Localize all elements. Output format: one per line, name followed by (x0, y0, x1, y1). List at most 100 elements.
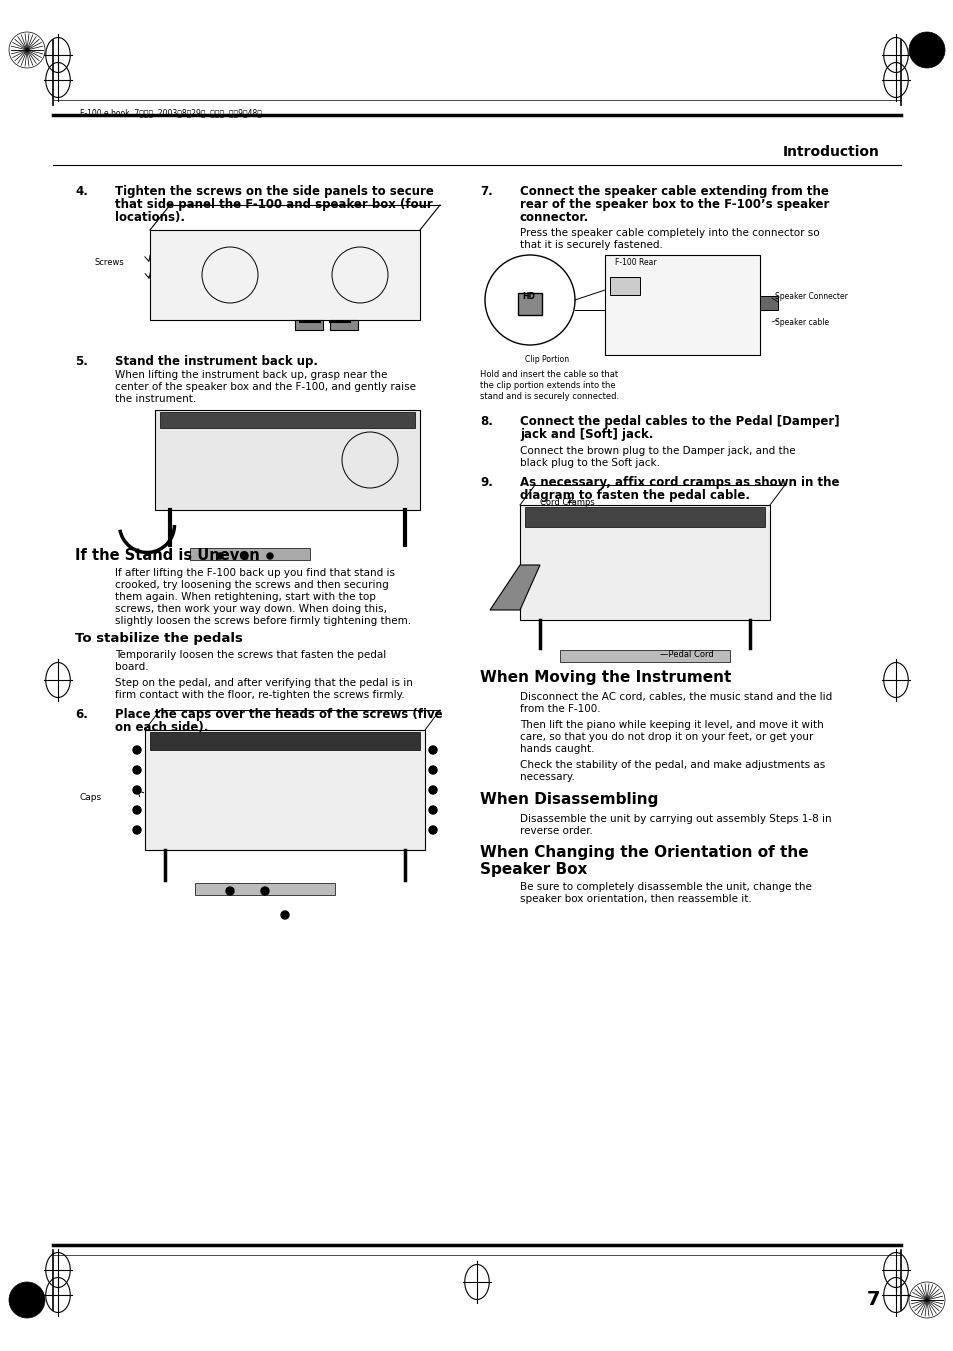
Text: Disconnect the AC cord, cables, the music stand and the lid: Disconnect the AC cord, cables, the musi… (519, 692, 831, 703)
FancyBboxPatch shape (559, 650, 729, 662)
Circle shape (242, 553, 248, 559)
Text: F-100 Rear: F-100 Rear (615, 258, 656, 267)
Text: that side panel the F-100 and speaker box (four: that side panel the F-100 and speaker bo… (115, 199, 433, 211)
Circle shape (429, 825, 436, 834)
Text: Connect the pedal cables to the Pedal [Damper]: Connect the pedal cables to the Pedal [D… (519, 415, 839, 428)
Text: If after lifting the F-100 back up you find that stand is: If after lifting the F-100 back up you f… (115, 567, 395, 578)
Text: reverse order.: reverse order. (519, 825, 592, 836)
Circle shape (267, 553, 273, 559)
Text: Temporarily loosen the screws that fasten the pedal: Temporarily loosen the screws that faste… (115, 650, 386, 661)
Circle shape (429, 786, 436, 794)
Text: them again. When retightening, start with the top: them again. When retightening, start wit… (115, 592, 375, 603)
Circle shape (429, 766, 436, 774)
Text: 5.: 5. (75, 355, 88, 367)
FancyBboxPatch shape (330, 320, 357, 330)
Text: Speaker Box: Speaker Box (479, 862, 587, 877)
Circle shape (9, 32, 45, 68)
Text: stand and is securely connected.: stand and is securely connected. (479, 392, 618, 401)
Circle shape (132, 786, 141, 794)
Text: Caps: Caps (80, 793, 102, 802)
Text: HD: HD (521, 292, 535, 301)
FancyBboxPatch shape (517, 293, 541, 315)
Text: on each side).: on each side). (115, 721, 208, 734)
FancyBboxPatch shape (150, 230, 419, 320)
Text: connector.: connector. (519, 211, 589, 224)
FancyBboxPatch shape (294, 320, 323, 330)
Text: Connect the speaker cable extending from the: Connect the speaker cable extending from… (519, 185, 828, 199)
Text: As necessary, affix cord cramps as shown in the: As necessary, affix cord cramps as shown… (519, 476, 839, 489)
Text: Screws: Screws (95, 258, 125, 267)
Text: hands caught.: hands caught. (519, 744, 594, 754)
Circle shape (908, 1282, 944, 1319)
Text: board.: board. (115, 662, 149, 671)
Text: When Changing the Orientation of the: When Changing the Orientation of the (479, 844, 808, 861)
Text: the instrument.: the instrument. (115, 394, 196, 404)
Circle shape (281, 911, 289, 919)
Circle shape (132, 807, 141, 815)
Text: Introduction: Introduction (782, 145, 879, 159)
Text: When lifting the instrument back up, grasp near the: When lifting the instrument back up, gra… (115, 370, 387, 380)
Text: Speaker cable: Speaker cable (774, 317, 828, 327)
Text: jack and [Soft] jack.: jack and [Soft] jack. (519, 428, 653, 440)
Text: firm contact with the floor, re-tighten the screws firmly.: firm contact with the floor, re-tighten … (115, 690, 404, 700)
Text: rear of the speaker box to the F-100’s speaker: rear of the speaker box to the F-100’s s… (519, 199, 828, 211)
Text: Disassemble the unit by carrying out assembly Steps 1-8 in: Disassemble the unit by carrying out ass… (519, 815, 831, 824)
Text: —Pedal Cord: —Pedal Cord (659, 650, 713, 659)
Text: Check the stability of the pedal, and make adjustments as: Check the stability of the pedal, and ma… (519, 761, 824, 770)
Text: Then lift the piano while keeping it level, and move it with: Then lift the piano while keeping it lev… (519, 720, 822, 730)
FancyBboxPatch shape (194, 884, 335, 894)
Text: crooked, try loosening the screws and then securing: crooked, try loosening the screws and th… (115, 580, 388, 590)
Text: 4.: 4. (75, 185, 88, 199)
Text: When Moving the Instrument: When Moving the Instrument (479, 670, 731, 685)
FancyBboxPatch shape (154, 409, 419, 509)
FancyBboxPatch shape (604, 255, 760, 355)
Text: diagram to fasten the pedal cable.: diagram to fasten the pedal cable. (519, 489, 749, 503)
Text: Tighten the screws on the side panels to secure: Tighten the screws on the side panels to… (115, 185, 434, 199)
FancyBboxPatch shape (609, 277, 639, 295)
Text: speaker box orientation, then reassemble it.: speaker box orientation, then reassemble… (519, 894, 751, 904)
Text: 8.: 8. (479, 415, 493, 428)
Text: Step on the pedal, and after verifying that the pedal is in: Step on the pedal, and after verifying t… (115, 678, 413, 688)
Text: If the Stand is Uneven: If the Stand is Uneven (75, 549, 259, 563)
Circle shape (132, 766, 141, 774)
Circle shape (9, 1282, 45, 1319)
Circle shape (216, 553, 223, 559)
Circle shape (429, 807, 436, 815)
FancyBboxPatch shape (150, 732, 419, 750)
Text: Connect the brown plug to the Damper jack, and the: Connect the brown plug to the Damper jac… (519, 446, 795, 457)
Text: Press the speaker cable completely into the connector so: Press the speaker cable completely into … (519, 228, 819, 238)
Circle shape (429, 746, 436, 754)
Text: the clip portion extends into the: the clip portion extends into the (479, 381, 615, 390)
Text: slightly loosen the screws before firmly tightening them.: slightly loosen the screws before firmly… (115, 616, 411, 626)
FancyBboxPatch shape (524, 507, 764, 527)
Circle shape (908, 32, 944, 68)
Text: care, so that you do not drop it on your feet, or get your: care, so that you do not drop it on your… (519, 732, 813, 742)
Text: necessary.: necessary. (519, 771, 575, 782)
Text: 7: 7 (865, 1290, 879, 1309)
Text: Stand the instrument back up.: Stand the instrument back up. (115, 355, 317, 367)
Text: 6.: 6. (75, 708, 88, 721)
Text: black plug to the Soft jack.: black plug to the Soft jack. (519, 458, 659, 467)
Text: Place the caps over the heads of the screws (five: Place the caps over the heads of the scr… (115, 708, 442, 721)
Text: When Disassembling: When Disassembling (479, 792, 658, 807)
FancyBboxPatch shape (145, 730, 424, 850)
Text: screws, then work your way down. When doing this,: screws, then work your way down. When do… (115, 604, 387, 613)
Text: locations).: locations). (115, 211, 185, 224)
Text: 7.: 7. (479, 185, 493, 199)
Text: Be sure to completely disassemble the unit, change the: Be sure to completely disassemble the un… (519, 882, 811, 892)
Polygon shape (490, 565, 539, 611)
FancyBboxPatch shape (160, 412, 415, 428)
Text: Hold and insert the cable so that: Hold and insert the cable so that (479, 370, 618, 380)
Circle shape (226, 888, 233, 894)
Text: that it is securely fastened.: that it is securely fastened. (519, 240, 662, 250)
FancyBboxPatch shape (190, 549, 310, 561)
Text: from the F-100.: from the F-100. (519, 704, 600, 713)
Text: Clip Portion: Clip Portion (524, 355, 569, 363)
Circle shape (132, 746, 141, 754)
Text: To stabilize the pedals: To stabilize the pedals (75, 632, 243, 644)
Text: 9.: 9. (479, 476, 493, 489)
Text: center of the speaker box and the F-100, and gently raise: center of the speaker box and the F-100,… (115, 382, 416, 392)
Circle shape (261, 888, 269, 894)
Circle shape (484, 255, 575, 345)
Text: Speaker Connecter: Speaker Connecter (774, 292, 847, 301)
